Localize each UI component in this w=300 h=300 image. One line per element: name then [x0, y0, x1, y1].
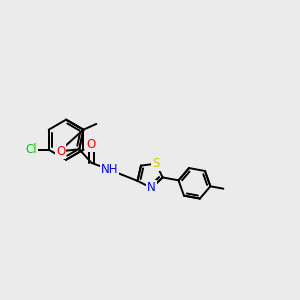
Text: Cl: Cl: [26, 143, 37, 156]
Text: O: O: [87, 138, 96, 151]
Text: NH: NH: [100, 163, 118, 176]
Text: S: S: [152, 157, 160, 170]
Text: O: O: [56, 145, 65, 158]
Text: N: N: [147, 182, 156, 194]
